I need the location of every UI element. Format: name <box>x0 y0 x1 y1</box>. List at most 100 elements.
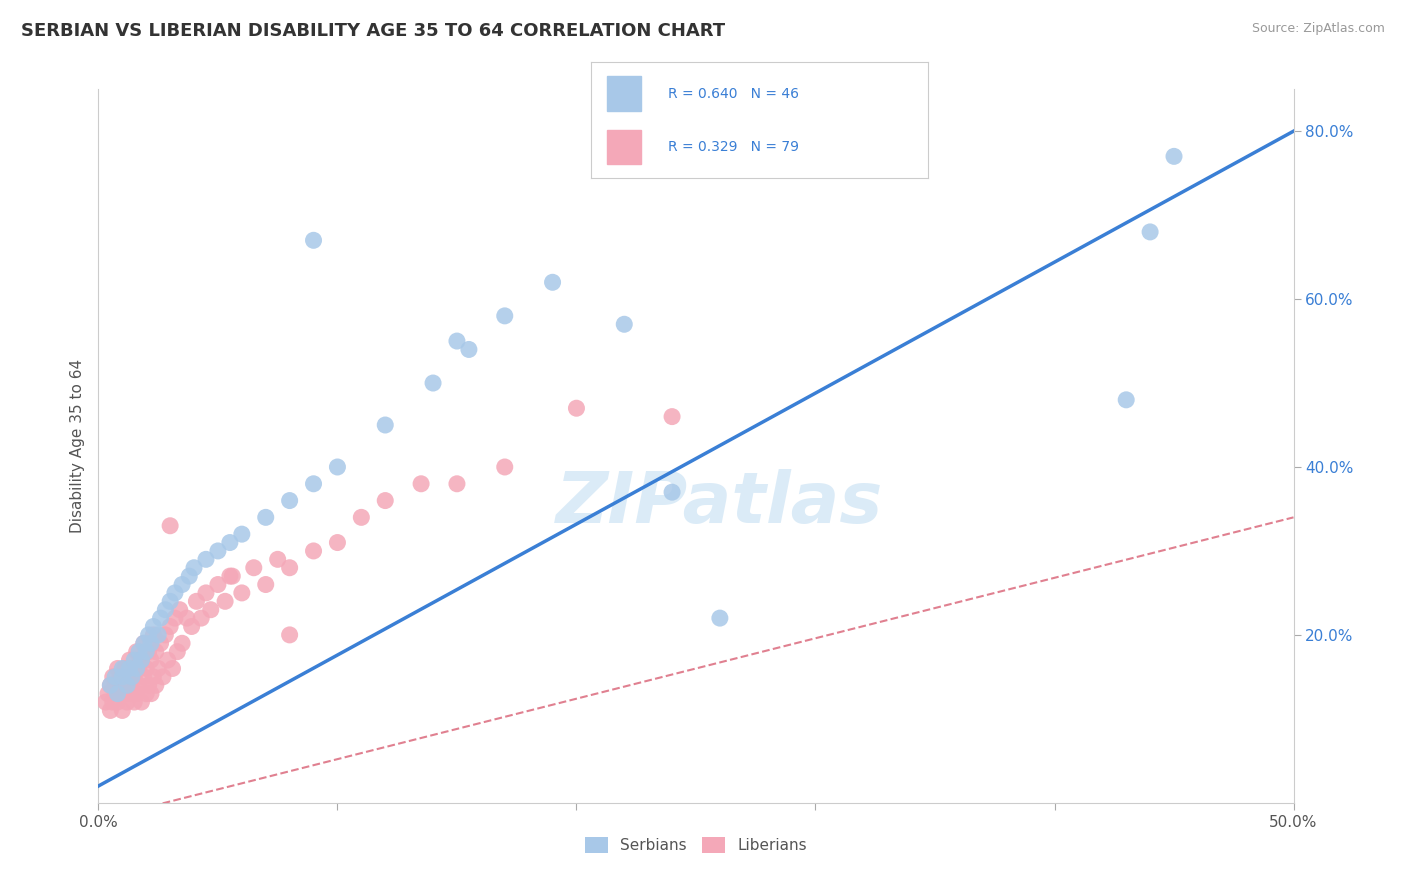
Point <box>374 417 396 432</box>
Point <box>142 619 165 633</box>
Point <box>142 628 165 642</box>
Point <box>458 343 481 357</box>
Point <box>149 611 172 625</box>
Point <box>107 661 129 675</box>
Bar <box>607 77 641 112</box>
Point <box>254 577 277 591</box>
Point <box>219 569 242 583</box>
Text: SERBIAN VS LIBERIAN DISABILITY AGE 35 TO 64 CORRELATION CHART: SERBIAN VS LIBERIAN DISABILITY AGE 35 TO… <box>21 22 725 40</box>
Point <box>176 611 198 625</box>
Point <box>350 510 373 524</box>
Point <box>135 687 157 701</box>
Point <box>131 653 153 667</box>
Point <box>111 670 134 684</box>
Legend: Serbians, Liberians: Serbians, Liberians <box>579 831 813 859</box>
Point <box>190 611 212 625</box>
Point <box>183 560 205 574</box>
Point <box>135 645 157 659</box>
Point <box>613 318 636 332</box>
Point <box>145 645 167 659</box>
Point <box>231 527 253 541</box>
Point <box>494 460 516 475</box>
Point <box>98 678 122 692</box>
Point <box>135 661 157 675</box>
Point <box>152 670 174 684</box>
Point <box>186 594 208 608</box>
Point <box>169 603 191 617</box>
Point <box>132 636 155 650</box>
Point <box>97 687 120 701</box>
Point <box>118 687 141 701</box>
Point <box>709 611 731 625</box>
Point <box>159 619 181 633</box>
Point <box>138 678 160 692</box>
Point <box>107 687 129 701</box>
Point <box>267 552 290 566</box>
Point <box>139 653 162 667</box>
Point <box>111 678 134 692</box>
Point <box>302 544 325 558</box>
Point <box>111 703 134 717</box>
Point <box>125 661 148 675</box>
Point <box>104 687 127 701</box>
Point <box>101 695 124 709</box>
Point <box>125 645 148 659</box>
Point <box>207 577 229 591</box>
Point <box>128 645 150 659</box>
Point <box>104 670 127 684</box>
Point <box>1139 225 1161 239</box>
Point <box>231 586 253 600</box>
Point <box>121 678 143 692</box>
Point <box>422 376 444 390</box>
Point <box>114 661 136 675</box>
Point <box>98 678 122 692</box>
Text: Source: ZipAtlas.com: Source: ZipAtlas.com <box>1251 22 1385 36</box>
Point <box>115 678 138 692</box>
Point <box>131 653 153 667</box>
Point <box>148 628 170 642</box>
Point <box>207 544 229 558</box>
Point <box>149 636 172 650</box>
Point <box>124 670 146 684</box>
Point <box>172 577 194 591</box>
Point <box>148 661 170 675</box>
Point <box>124 653 146 667</box>
Point <box>115 670 138 684</box>
Point <box>661 485 683 500</box>
Point <box>131 695 153 709</box>
Point <box>139 687 162 701</box>
Point <box>107 695 129 709</box>
Point <box>326 535 349 549</box>
Point <box>118 661 141 675</box>
Point <box>1115 392 1137 407</box>
Point <box>180 619 202 633</box>
Text: R = 0.329   N = 79: R = 0.329 N = 79 <box>668 140 799 154</box>
Point <box>195 586 218 600</box>
Point <box>155 628 177 642</box>
Point <box>243 560 266 574</box>
Point <box>115 695 138 709</box>
Point <box>200 603 222 617</box>
Point <box>446 476 468 491</box>
Point <box>278 493 301 508</box>
Point <box>163 586 186 600</box>
Point <box>326 460 349 475</box>
Point <box>159 518 181 533</box>
Point <box>128 678 150 692</box>
Point <box>162 661 184 675</box>
Point <box>139 636 162 650</box>
Point <box>142 670 165 684</box>
Point <box>118 653 141 667</box>
Point <box>111 661 134 675</box>
Point <box>411 476 433 491</box>
Point <box>121 661 143 675</box>
Point <box>278 560 301 574</box>
Point <box>132 636 155 650</box>
Y-axis label: Disability Age 35 to 64: Disability Age 35 to 64 <box>69 359 84 533</box>
Point <box>219 535 242 549</box>
Point <box>124 695 146 709</box>
Point <box>254 510 277 524</box>
Point <box>565 401 588 416</box>
Text: ZIPatlas: ZIPatlas <box>557 468 883 538</box>
Point <box>446 334 468 348</box>
